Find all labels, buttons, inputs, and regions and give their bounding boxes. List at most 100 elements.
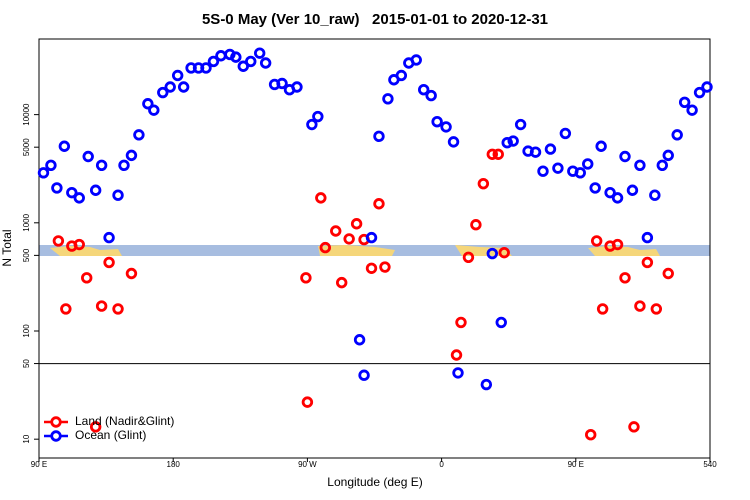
data-point bbox=[215, 50, 227, 62]
data-point bbox=[701, 81, 713, 93]
data-point bbox=[589, 182, 601, 194]
data-point bbox=[477, 177, 490, 190]
legend-label: Land (Nadir&Glint) bbox=[75, 414, 174, 428]
data-point bbox=[559, 127, 572, 140]
data-point bbox=[611, 192, 624, 204]
data-point bbox=[628, 421, 640, 433]
y-tick-label: 100 bbox=[22, 324, 31, 338]
data-point bbox=[440, 121, 452, 133]
data-point bbox=[450, 349, 463, 361]
data-point bbox=[103, 231, 115, 244]
data-point bbox=[671, 129, 683, 141]
data-point bbox=[82, 150, 94, 163]
data-point bbox=[358, 369, 370, 381]
plot-frame bbox=[38, 38, 711, 459]
data-point bbox=[595, 140, 607, 152]
data-point bbox=[350, 218, 363, 230]
legend-marker bbox=[50, 430, 62, 442]
data-point bbox=[544, 143, 557, 155]
data-point bbox=[207, 55, 220, 68]
data-point bbox=[641, 256, 654, 269]
data-point bbox=[626, 184, 639, 196]
data-point bbox=[529, 146, 542, 158]
data-point bbox=[276, 77, 288, 90]
data-point bbox=[118, 159, 130, 172]
data-point bbox=[495, 316, 507, 329]
data-point bbox=[619, 272, 631, 284]
chart-title: 5S-0 May (Ver 10_raw) 2015-01-01 to 2020… bbox=[202, 11, 548, 28]
y-tick-label: 1000 bbox=[22, 213, 31, 231]
data-point bbox=[678, 96, 691, 108]
data-point bbox=[582, 158, 594, 170]
data-point bbox=[230, 51, 242, 63]
data-point bbox=[95, 159, 108, 172]
data-point bbox=[81, 272, 93, 284]
data-point bbox=[89, 421, 102, 433]
data-point bbox=[410, 54, 422, 66]
data-point bbox=[656, 159, 668, 172]
data-point bbox=[52, 235, 65, 247]
data-point bbox=[470, 219, 482, 231]
data-point bbox=[619, 150, 631, 163]
data-point bbox=[486, 247, 498, 260]
data-point bbox=[253, 47, 266, 59]
data-point bbox=[552, 162, 564, 174]
y-tick-label: 50 bbox=[22, 359, 31, 368]
data-point bbox=[604, 186, 616, 199]
data-point bbox=[501, 137, 513, 149]
data-point bbox=[662, 267, 674, 280]
data-point bbox=[590, 235, 603, 247]
data-point bbox=[514, 118, 527, 131]
data-point bbox=[89, 184, 102, 196]
data-point bbox=[245, 55, 257, 68]
data-point bbox=[634, 159, 646, 172]
data-point bbox=[95, 300, 108, 312]
data-point bbox=[58, 140, 71, 152]
data-point bbox=[142, 98, 154, 110]
x-tick-label: 90 E bbox=[31, 460, 47, 469]
data-point bbox=[365, 262, 378, 274]
data-point bbox=[112, 189, 124, 201]
data-point bbox=[650, 303, 663, 315]
data-point bbox=[306, 118, 318, 131]
data-point bbox=[492, 148, 504, 160]
data-point bbox=[596, 303, 609, 315]
data-point bbox=[157, 86, 169, 99]
y-axis-label: N Total bbox=[0, 229, 14, 266]
data-point bbox=[112, 303, 124, 315]
data-point bbox=[312, 110, 324, 123]
legend-marker bbox=[50, 416, 62, 428]
data-point bbox=[507, 135, 519, 147]
data-point bbox=[498, 246, 510, 259]
x-tick-label: 90 E bbox=[568, 460, 584, 469]
data-point bbox=[200, 62, 212, 74]
legend-label: Ocean (Glint) bbox=[75, 428, 146, 442]
data-point bbox=[537, 165, 549, 177]
data-point bbox=[686, 104, 698, 116]
data-point bbox=[365, 231, 378, 244]
data-point bbox=[447, 136, 460, 148]
y-tick-label: 10 bbox=[22, 434, 31, 443]
x-axis-label: Longitude (deg E) bbox=[327, 475, 422, 489]
data-point bbox=[66, 186, 78, 199]
data-point bbox=[133, 129, 145, 141]
data-point bbox=[300, 272, 312, 284]
data-point bbox=[373, 130, 385, 143]
data-point bbox=[574, 167, 586, 179]
data-point bbox=[455, 316, 467, 329]
data-point bbox=[395, 69, 408, 82]
data-point bbox=[353, 334, 366, 346]
data-point bbox=[330, 225, 342, 237]
data-point bbox=[319, 241, 331, 254]
data-point bbox=[60, 303, 72, 315]
data-point bbox=[315, 192, 327, 204]
x-tick-label: 540 bbox=[703, 460, 717, 469]
data-point bbox=[431, 116, 443, 128]
data-point bbox=[379, 261, 391, 273]
data-point bbox=[452, 367, 464, 379]
data-point bbox=[45, 159, 57, 172]
data-point bbox=[634, 300, 646, 312]
x-tick-label: 0 bbox=[439, 460, 444, 469]
data-point bbox=[611, 238, 624, 251]
